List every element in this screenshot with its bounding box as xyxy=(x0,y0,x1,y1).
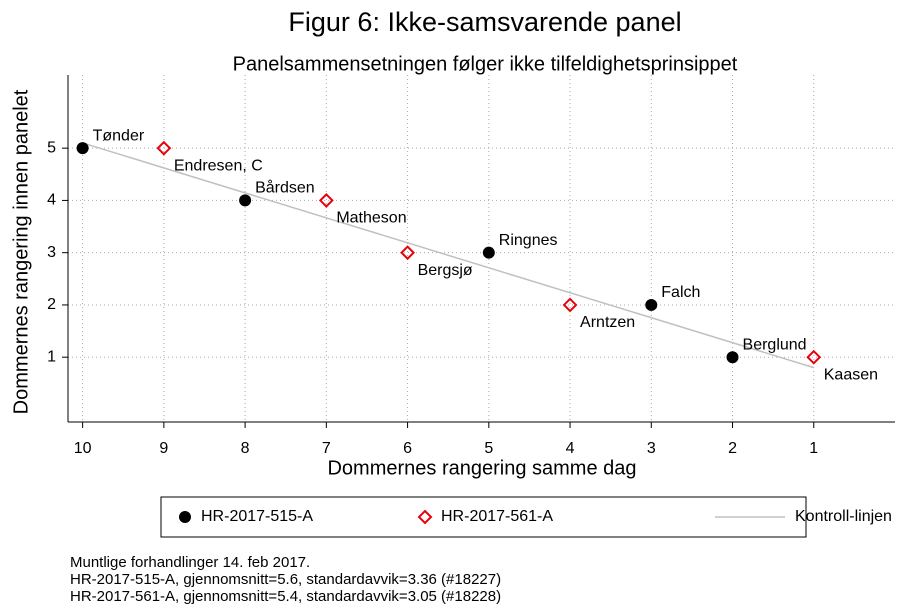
point xyxy=(562,297,578,313)
y-tick-label: 3 xyxy=(47,244,56,261)
point xyxy=(806,349,822,365)
legend-swatch xyxy=(417,509,433,525)
point-label: Falch xyxy=(661,284,700,301)
legend-box xyxy=(160,496,807,538)
point-label: Berglund xyxy=(743,336,807,353)
point xyxy=(726,351,739,364)
legend-label: HR-2017-515-A xyxy=(201,508,313,525)
x-axis-label: Dommernes rangering samme dag xyxy=(327,457,636,479)
point-label: Matheson xyxy=(336,210,406,227)
point xyxy=(318,193,334,208)
x-tick-label: 6 xyxy=(403,440,412,457)
legend-label: HR-2017-561-A xyxy=(441,508,553,525)
control-line xyxy=(82,142,814,369)
point-label: Endresen, C xyxy=(174,157,263,174)
chart-title: Figur 6: Ikke-samsvarende panel xyxy=(288,7,681,37)
x-tick-label: 9 xyxy=(159,440,168,457)
x-tick-label: 2 xyxy=(728,440,737,457)
point xyxy=(645,298,658,311)
x-tick-label: 10 xyxy=(74,440,92,457)
x-tick-label: 8 xyxy=(241,440,250,457)
x-tick-label: 4 xyxy=(566,440,575,457)
note: Muntlige forhandlinger 14. feb 2017. xyxy=(70,554,310,571)
y-tick-label: 2 xyxy=(47,296,56,313)
point-label: Tønder xyxy=(93,127,145,144)
note: HR-2017-515-A, gjennomsnitt=5.6, standar… xyxy=(70,571,501,588)
x-tick-label: 1 xyxy=(809,440,818,457)
point-label: Ringnes xyxy=(499,232,558,249)
point-label: Bårdsen xyxy=(255,179,315,197)
chart-subtitle: Panelsammensetningen følger ikke tilfeld… xyxy=(233,53,738,75)
point-label: Kaasen xyxy=(824,366,878,383)
legend-swatch xyxy=(179,511,191,523)
point xyxy=(400,245,415,261)
point xyxy=(482,246,495,259)
point xyxy=(76,142,89,155)
y-tick-label: 1 xyxy=(47,348,56,365)
x-tick-label: 5 xyxy=(484,440,493,457)
point-label: Bergsjø xyxy=(418,262,473,279)
x-tick-label: 3 xyxy=(647,440,656,457)
point xyxy=(239,194,252,207)
x-tick-label: 7 xyxy=(322,440,331,457)
note: HR-2017-561-A, gjennomsnitt=5.4, standar… xyxy=(70,588,501,605)
y-tick-label: 4 xyxy=(47,192,56,209)
y-axis-label: Dommernes rangering innen panelet xyxy=(10,89,32,414)
point-label: Arntzen xyxy=(580,314,635,331)
y-tick-label: 5 xyxy=(47,139,56,156)
point xyxy=(156,140,172,156)
legend-label: Kontroll-linjen xyxy=(795,508,892,525)
